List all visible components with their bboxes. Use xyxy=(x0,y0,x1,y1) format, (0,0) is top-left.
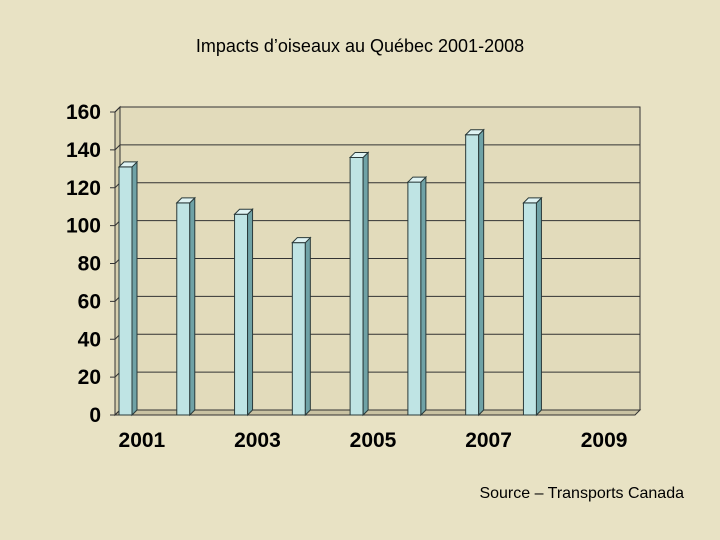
bar-side xyxy=(247,208,254,417)
bar-2002 xyxy=(175,196,196,417)
y-tick-label: 160 xyxy=(66,101,101,124)
bar-front xyxy=(118,166,133,416)
bar-front xyxy=(234,213,249,416)
bar-top xyxy=(464,129,485,136)
bar-top xyxy=(117,161,139,168)
gridline-160 xyxy=(114,106,640,113)
bar-front xyxy=(291,242,306,416)
x-tick-label: 2007 xyxy=(465,429,512,452)
bar-side xyxy=(131,160,138,417)
y-tick-label: 120 xyxy=(66,177,101,200)
y-tick-label: 60 xyxy=(78,290,101,313)
bar-top xyxy=(406,176,428,183)
bar-side xyxy=(535,196,542,417)
bar-top xyxy=(348,151,370,158)
bar-2003 xyxy=(233,208,254,417)
bar-side xyxy=(304,236,311,417)
bar-side xyxy=(478,128,485,417)
y-tick-label: 40 xyxy=(78,328,101,351)
bar-2001 xyxy=(117,160,139,417)
bar-top xyxy=(291,237,312,244)
x-tick-label: 2001 xyxy=(119,429,166,452)
bar-side xyxy=(420,175,427,417)
bar-top xyxy=(175,197,196,204)
y-tick-label: 140 xyxy=(66,139,101,162)
source-note: Source – Transports Canada xyxy=(479,485,684,502)
bar-front xyxy=(407,181,422,416)
bar-front xyxy=(176,202,191,416)
bar-front xyxy=(465,134,480,416)
y-tick-label: 20 xyxy=(78,366,101,389)
bar-2004 xyxy=(291,236,312,417)
bar-2006 xyxy=(406,175,428,417)
x-tick-label: 2009 xyxy=(581,429,628,452)
x-axis-ticks: 2001 2003 2005 2007 2009 xyxy=(119,429,628,452)
bar-side xyxy=(362,151,369,417)
x-tick-label: 2005 xyxy=(350,429,397,452)
chart-title: Impacts d’oiseaux au Québec 2001-2008 xyxy=(195,36,525,56)
y-tick-label: 80 xyxy=(78,253,101,276)
bar-front xyxy=(349,156,364,416)
bar-side xyxy=(189,196,196,417)
bar-top xyxy=(522,197,543,204)
y-tick-label: 0 xyxy=(89,404,101,427)
y-tick-label: 100 xyxy=(66,215,101,238)
bar-2005 xyxy=(348,151,370,417)
x-tick-label: 2003 xyxy=(234,429,281,452)
bar-2007 xyxy=(464,128,485,417)
bar-front xyxy=(522,202,537,416)
bar-top xyxy=(233,208,254,215)
chart-bars xyxy=(117,128,543,417)
bar-2008 xyxy=(522,196,543,417)
y-axis-ticks: 0 20 40 60 80 100 120 140 160 xyxy=(66,101,101,427)
